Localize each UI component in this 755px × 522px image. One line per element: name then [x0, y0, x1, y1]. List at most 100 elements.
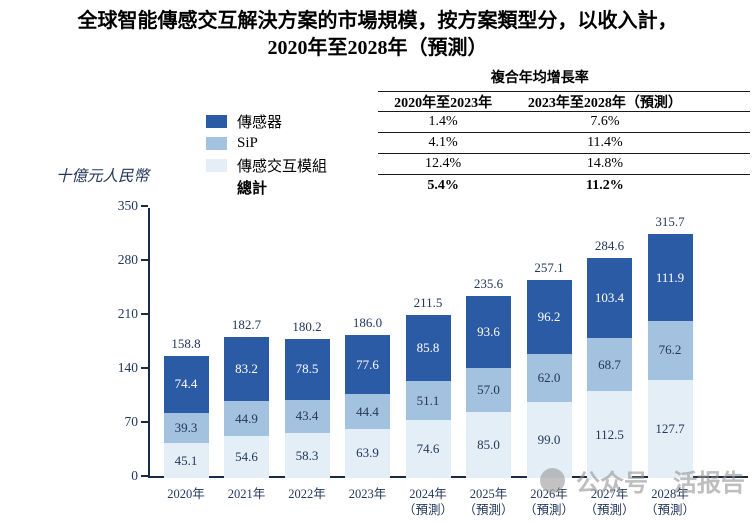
bar-segment-傳感器: 85.8 — [405, 314, 451, 382]
bar-total-label: 315.7 — [655, 214, 685, 230]
bar-2023年: 186.0 77.6 44.4 63.9 2023年 — [345, 208, 390, 501]
legend-item-sip: SiP — [206, 132, 327, 154]
bar-segment-SiP: 43.4 — [284, 399, 330, 434]
legend-label-sensor: 傳感器 — [237, 114, 283, 131]
y-axis-tick-label: 350 — [117, 198, 138, 213]
cagr-module-2020-2023: 12.4% — [425, 156, 462, 171]
bar-segment-傳感交互模組: 54.6 — [224, 435, 269, 478]
watermark-logo-icon — [540, 468, 565, 493]
y-axis-unit-label: 十億元人民幣 — [56, 168, 150, 185]
y-axis-tick — [141, 475, 148, 477]
bar-segment-SiP: 57.0 — [466, 368, 511, 413]
bar-segment-傳感交互模組: 127.7 — [647, 379, 693, 478]
watermark: 公众号 活报告 — [540, 463, 745, 498]
bar-segment-SiP: 68.7 — [587, 338, 632, 392]
bar-segment-SiP: 44.9 — [224, 401, 269, 436]
y-axis-tick-label: 280 — [117, 252, 138, 267]
cagr-sip-2020-2023: 4.1% — [428, 135, 458, 150]
bar-segment-SiP: 44.4 — [345, 394, 390, 429]
x-axis-label: 2022年 — [288, 487, 326, 501]
cagr-table-header-row: 2020年至2023年 2023年至2028年（預測） — [378, 91, 750, 112]
bar-segment-傳感交互模組: 58.3 — [284, 433, 330, 478]
legend-swatch-sip-icon — [206, 136, 227, 150]
x-axis-label: 2024年 （預測） — [402, 487, 454, 517]
cagr-table-title: 複合年均增長率 — [490, 71, 589, 86]
bar-total-label: 211.5 — [413, 294, 443, 310]
x-axis-label: 2028年 （預測） — [644, 487, 696, 517]
cagr-row-sensor: 1.4% 7.6% — [378, 112, 750, 133]
bar-2025年（預測）: 235.6 93.6 57.0 85.0 2025年 （預測） — [463, 208, 513, 517]
bar-segment-傳感交互模組: 85.0 — [466, 412, 511, 478]
bar-segment-傳感器: 111.9 — [647, 234, 693, 321]
bar-2027年（預測）: 284.6 103.4 68.7 112.5 2027年 （預測） — [584, 208, 634, 517]
y-axis-tick-label: 210 — [117, 306, 138, 321]
legend-item-sensor: 傳感器 — [206, 110, 327, 132]
bar-segment-傳感交互模組: 112.5 — [587, 391, 632, 478]
bar-segment-SiP: 39.3 — [163, 412, 209, 444]
stacked-bar-chart: 158.8 74.4 39.3 45.1 2020年 182.7 83.2 44.9 54.6 2… — [148, 208, 708, 517]
cagr-col-header-2023-2028: 2023年至2028年（預測） — [527, 95, 682, 111]
bar-2021年: 182.7 83.2 44.9 54.6 2021年 — [224, 208, 269, 501]
chart-legend: 傳感器 SiP 傳感交互模組 總計 — [206, 110, 327, 198]
legend-label-module: 傳感交互模組 — [237, 158, 328, 175]
legend-label-sip: SiP — [237, 134, 258, 151]
bar-total-label: 257.1 — [534, 259, 564, 275]
bar-segment-傳感器: 83.2 — [224, 337, 269, 402]
x-axis-label: 2023年 — [348, 487, 387, 501]
y-axis-tick — [141, 421, 148, 423]
x-axis-label: 2021年 — [227, 487, 266, 501]
cagr-col-header-2020-2023: 2020年至2023年 — [394, 95, 493, 111]
bar-segment-傳感器: 78.5 — [284, 339, 330, 400]
bar-segment-SiP: 51.1 — [405, 381, 451, 421]
cagr-module-2023-2028: 14.8% — [586, 156, 623, 171]
bar-2028年（預測）: 315.7 111.9 76.2 127.7 2028年 （預測） — [645, 208, 695, 517]
bar-2022年: 180.2 78.5 43.4 58.3 2022年 — [284, 208, 330, 501]
watermark-text-suffix: 活报告 — [673, 471, 745, 497]
bar-2020年: 158.8 74.4 39.3 45.1 2020年 — [163, 208, 209, 501]
bar-segment-傳感器: 93.6 — [466, 296, 511, 369]
bar-segment-傳感交互模組: 45.1 — [163, 443, 209, 478]
bar-segment-傳感交互模組: 74.6 — [405, 420, 451, 478]
bar-segment-傳感器: 103.4 — [587, 258, 632, 339]
cagr-sensor-2023-2028: 7.6% — [590, 114, 620, 129]
y-axis-tick — [141, 259, 148, 261]
cagr-sip-2023-2028: 11.4% — [587, 135, 623, 150]
y-axis-tick-label: 70 — [124, 414, 139, 429]
bar-segment-SiP: 76.2 — [647, 320, 693, 380]
x-axis-label: 2020年 — [167, 487, 205, 501]
bar-2026年（預測）: 257.1 96.2 62.0 99.0 2026年 （預測） — [524, 208, 574, 517]
legend-item-module: 傳感交互模組 — [206, 154, 327, 176]
x-axis-label: 2027年 （預測） — [584, 487, 635, 517]
legend-total-label: 總計 — [237, 180, 268, 197]
bar-2024年（預測）: 211.5 85.8 51.1 74.6 2024年 （預測） — [403, 208, 453, 517]
cagr-table: 複合年均增長率 2020年至2023年 2023年至2028年（預測） 1.4%… — [378, 70, 750, 196]
chart-title: 全球智能傳感交互解決方案的市場規模，按方案類型分，以收入計， 2020年至202… — [0, 8, 755, 62]
watermark-text-prefix: 公众号 — [576, 471, 648, 497]
y-axis-tick-label: 140 — [117, 360, 138, 375]
bar-total-label: 235.6 — [473, 276, 504, 292]
bar-segment-傳感器: 96.2 — [526, 279, 572, 354]
cagr-sensor-2020-2023: 1.4% — [428, 114, 458, 129]
y-axis-tick — [141, 367, 148, 369]
cagr-row-sip: 4.1% 11.4% — [378, 133, 750, 154]
y-axis-tick — [141, 313, 148, 315]
bar-segment-傳感交互模組: 99.0 — [526, 401, 572, 478]
legend-swatch-sensor-icon — [206, 114, 227, 128]
legend-swatch-module-icon — [206, 158, 227, 172]
cagr-total-2023-2028: 11.2% — [586, 177, 624, 193]
bar-segment-傳感交互模組: 63.9 — [345, 428, 390, 478]
y-axis-tick — [141, 205, 148, 207]
bar-segment-SiP: 62.0 — [526, 353, 572, 402]
bar-total-label: 182.7 — [231, 317, 262, 333]
cagr-row-module: 12.4% 14.8% — [378, 154, 750, 175]
bar-segment-傳感器: 77.6 — [345, 334, 390, 395]
bar-total-label: 158.8 — [171, 335, 201, 351]
chart-title-line2: 2020年至2028年（預測） — [267, 37, 488, 59]
bar-segment-傳感器: 74.4 — [163, 355, 209, 413]
chart-title-line1: 全球智能傳感交互解決方案的市場規模，按方案類型分，以收入計， — [77, 10, 678, 32]
x-axis-label: 2025年 （預測） — [463, 487, 514, 517]
bar-total-label: 186.0 — [352, 314, 383, 330]
cagr-total-2020-2023: 5.4% — [427, 177, 459, 193]
y-axis-tick-label: 0 — [131, 468, 138, 483]
